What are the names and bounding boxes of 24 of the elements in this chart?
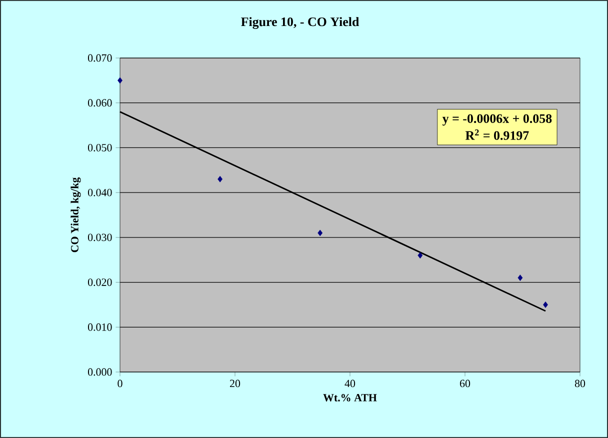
y-tick-label: 0.030 xyxy=(88,234,112,242)
point xyxy=(218,176,222,182)
y-tick-label: 0.070 xyxy=(88,54,112,62)
point xyxy=(118,77,122,84)
y-axis-title: CO Yield, kg/kg xyxy=(70,177,81,252)
annotation: y = -0.0006x + 0.058 xyxy=(442,114,552,126)
x-tick-label: 40 xyxy=(344,380,356,388)
chart-title: Figure 10, - CO Yield xyxy=(241,17,360,29)
y-tick-label: 0.040 xyxy=(88,188,112,196)
x-tick-label: 20 xyxy=(230,380,240,388)
y-tick-label: 0.020 xyxy=(88,278,112,286)
y-tick-label: 0.010 xyxy=(88,323,112,331)
y-tick-label: 0.050 xyxy=(88,144,112,152)
y-tick-label: 0.000 xyxy=(88,368,112,376)
y-tick-label: 0.060 xyxy=(88,99,112,107)
annotation: R$^{2}$ = 0.9197 xyxy=(465,129,529,140)
x-tick-label: 80 xyxy=(574,380,586,388)
point xyxy=(543,302,548,308)
x-tick-label: 60 xyxy=(460,380,470,388)
x-axis-title: Wt.% ATH xyxy=(323,394,377,402)
point xyxy=(518,274,523,281)
point xyxy=(318,230,323,236)
point xyxy=(418,252,423,259)
x-tick-label: 0 xyxy=(118,380,122,388)
